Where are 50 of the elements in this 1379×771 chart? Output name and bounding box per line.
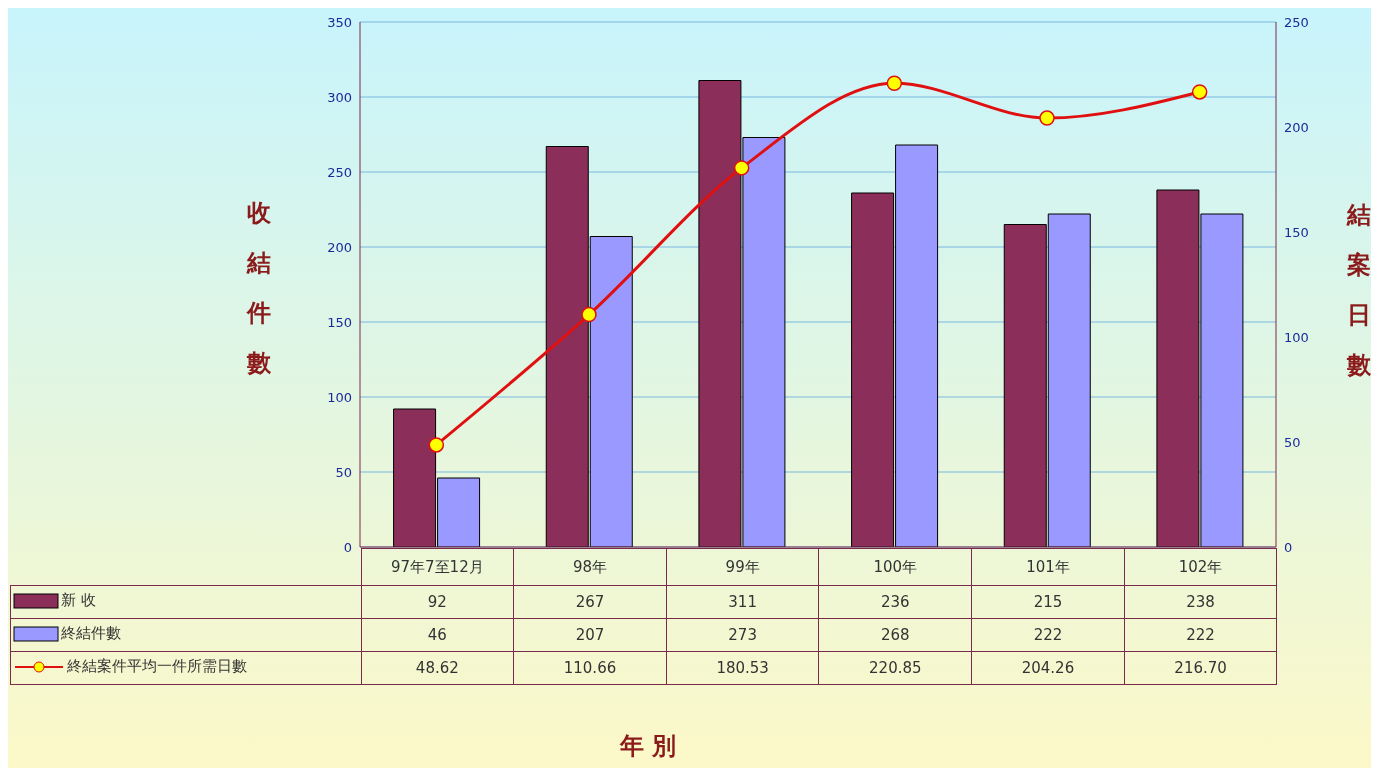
data-label: 311 bbox=[666, 585, 819, 619]
y-tick-label: 200 bbox=[327, 239, 352, 255]
legend-label: 新 收 bbox=[61, 591, 96, 611]
data-label: 110.66 bbox=[513, 651, 667, 685]
data-label: 207 bbox=[513, 618, 667, 652]
y-tick-label: 100 bbox=[327, 389, 352, 405]
point bbox=[581, 306, 597, 323]
y-tick-label: 300 bbox=[327, 89, 352, 105]
text: 年 別 bbox=[618, 730, 678, 762]
data-label: 273 bbox=[666, 618, 819, 652]
data-label: 48.62 bbox=[361, 651, 514, 685]
data-label: 268 bbox=[818, 618, 972, 652]
data-label: 216.70 bbox=[1124, 651, 1277, 685]
data-label: 220.85 bbox=[818, 651, 972, 685]
x-tick-label: 101年 bbox=[971, 548, 1125, 586]
y2-tick-label: 0 bbox=[1284, 539, 1293, 555]
y-tick-label: 50 bbox=[335, 464, 352, 480]
y2-tick-label: 250 bbox=[1284, 14, 1309, 30]
data-label: 267 bbox=[513, 585, 667, 619]
y2-axis-title: 結案日數 bbox=[1346, 199, 1372, 381]
y-tick-label: 0 bbox=[343, 539, 352, 555]
x-tick-label: 100年 bbox=[818, 548, 972, 586]
point bbox=[1039, 110, 1055, 126]
legend-label: 終結案件平均一件所需日數 bbox=[67, 657, 247, 677]
point bbox=[428, 437, 445, 453]
data-label: 180.53 bbox=[666, 651, 819, 685]
y-tick-label: 150 bbox=[327, 314, 352, 330]
legend-label: 終結件數 bbox=[61, 624, 121, 644]
y-tick-label: 250 bbox=[327, 164, 352, 180]
data-label: 215 bbox=[971, 585, 1125, 619]
point bbox=[886, 75, 903, 91]
data-label: 236 bbox=[818, 585, 972, 619]
x-tick-label: 102年 bbox=[1124, 548, 1277, 586]
data-label: 92 bbox=[361, 585, 514, 619]
point bbox=[1191, 84, 1208, 100]
y-tick-label: 350 bbox=[327, 14, 352, 30]
point bbox=[733, 160, 750, 176]
data-label: 222 bbox=[971, 618, 1125, 652]
y2-tick-label: 50 bbox=[1284, 434, 1301, 450]
y2-tick-label: 100 bbox=[1284, 329, 1309, 345]
y-axis-title: 收結件數 bbox=[246, 197, 272, 379]
data-label: 46 bbox=[361, 618, 514, 652]
x-tick-label: 99年 bbox=[666, 548, 819, 586]
data-label: 238 bbox=[1124, 585, 1277, 619]
y2-tick-label: 200 bbox=[1284, 119, 1309, 135]
y2-tick-label: 150 bbox=[1284, 224, 1309, 240]
x-tick-label: 97年7至12月 bbox=[361, 548, 514, 586]
x-tick-label: 98年 bbox=[513, 548, 667, 586]
data-label: 204.26 bbox=[971, 651, 1125, 685]
data-label: 222 bbox=[1124, 618, 1277, 652]
